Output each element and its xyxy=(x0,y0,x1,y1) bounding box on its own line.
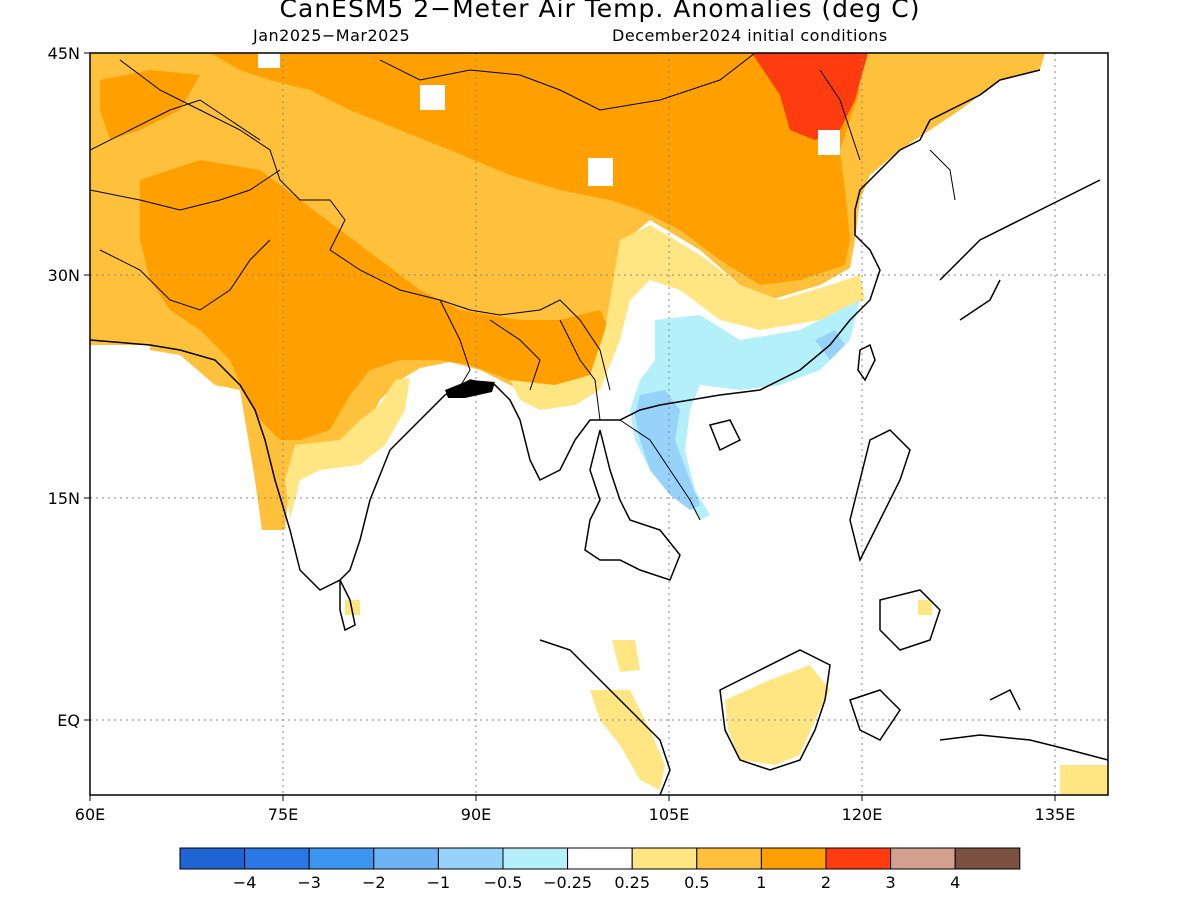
colorbar: −4 −3 −2 −1 −0.5 −0.25 0.25 0.5 1 2 3 4 xyxy=(179,847,1021,892)
colorbar-swatch xyxy=(567,847,633,870)
axis-ticks xyxy=(84,52,1056,801)
lat-tick-label: 45N xyxy=(48,44,80,63)
colorbar-label: −2 xyxy=(362,873,386,892)
lat-tick-label: EQ xyxy=(57,711,80,730)
anomaly-region-1-2 xyxy=(100,70,200,140)
lat-tick-label: 30N xyxy=(48,266,80,285)
colorbar-label: −0.5 xyxy=(484,873,523,892)
colorbar-label: −0.25 xyxy=(543,873,592,892)
colorbar-label: −4 xyxy=(233,873,257,892)
colorbar-swatch xyxy=(954,847,1021,870)
colorbar-label: −1 xyxy=(427,873,451,892)
lon-tick-label: 75E xyxy=(268,805,298,824)
anomaly-region-0.25-0.5 xyxy=(510,225,865,410)
colorbar-swatch xyxy=(502,847,569,870)
anomaly-region-1-2 xyxy=(210,53,860,285)
colorbar-swatch xyxy=(179,847,246,870)
colorbar-label: 0.25 xyxy=(614,873,650,892)
lat-tick-label: 15N xyxy=(48,489,80,508)
colorbar-swatch xyxy=(244,847,310,870)
init-conditions-subtitle: December2024 initial conditions xyxy=(612,26,888,45)
colorbar-label: 3 xyxy=(886,873,896,892)
colorbar-swatch xyxy=(890,847,956,870)
anomaly-region-1-2 xyxy=(140,160,610,440)
colorbar-swatch xyxy=(437,847,504,870)
delta-region xyxy=(445,380,495,398)
period-subtitle: Jan2025−Mar2025 xyxy=(253,26,411,45)
anomaly-field xyxy=(90,53,1108,795)
anomaly-region-neg0.5-neg0.25 xyxy=(630,300,860,520)
anomaly-region-0.25-0.5 xyxy=(918,600,932,615)
colorbar-label: 0.5 xyxy=(684,873,709,892)
colorbar-swatch xyxy=(631,847,698,870)
lat-labels: 45N 30N 15N EQ xyxy=(48,44,80,730)
colorbar-label: −3 xyxy=(297,873,321,892)
anomaly-region-2-3 xyxy=(752,53,868,140)
country-borders xyxy=(90,53,956,521)
lon-tick-label: 90E xyxy=(461,805,491,824)
anomaly-region-0.25-0.5 xyxy=(345,600,360,615)
colorbar-swatch xyxy=(373,847,439,870)
colorbar-label: 4 xyxy=(950,873,960,892)
map-frame xyxy=(89,52,1109,796)
lon-labels: 60E 75E 90E 105E 120E 135E xyxy=(75,805,1076,824)
anomaly-region-0.25-0.5 xyxy=(285,378,410,520)
colorbar-swatch xyxy=(825,847,892,870)
colorbar-swatch xyxy=(308,847,375,870)
colorbar-label: 1 xyxy=(756,873,766,892)
anomaly-region-0.25-0.5 xyxy=(590,690,665,790)
lon-tick-label: 105E xyxy=(649,805,690,824)
colorbar-label: 2 xyxy=(821,873,831,892)
lon-tick-label: 120E xyxy=(842,805,883,824)
map-title: CanESM5 2−Meter Air Temp. Anomalies (deg… xyxy=(279,0,921,23)
colorbar-swatch xyxy=(696,847,762,870)
map-grid xyxy=(90,53,1108,795)
lon-tick-label: 135E xyxy=(1035,805,1076,824)
anomaly-region-0.25-0.5 xyxy=(1060,765,1108,795)
anomaly-region-neg1-neg0.5 xyxy=(635,390,700,510)
colorbar-swatch xyxy=(760,847,827,870)
anomaly-region-0.25-0.5 xyxy=(725,665,830,765)
coastlines xyxy=(90,69,1108,795)
lon-tick-label: 60E xyxy=(75,805,105,824)
anomaly-region-0.25-0.5 xyxy=(612,640,640,672)
